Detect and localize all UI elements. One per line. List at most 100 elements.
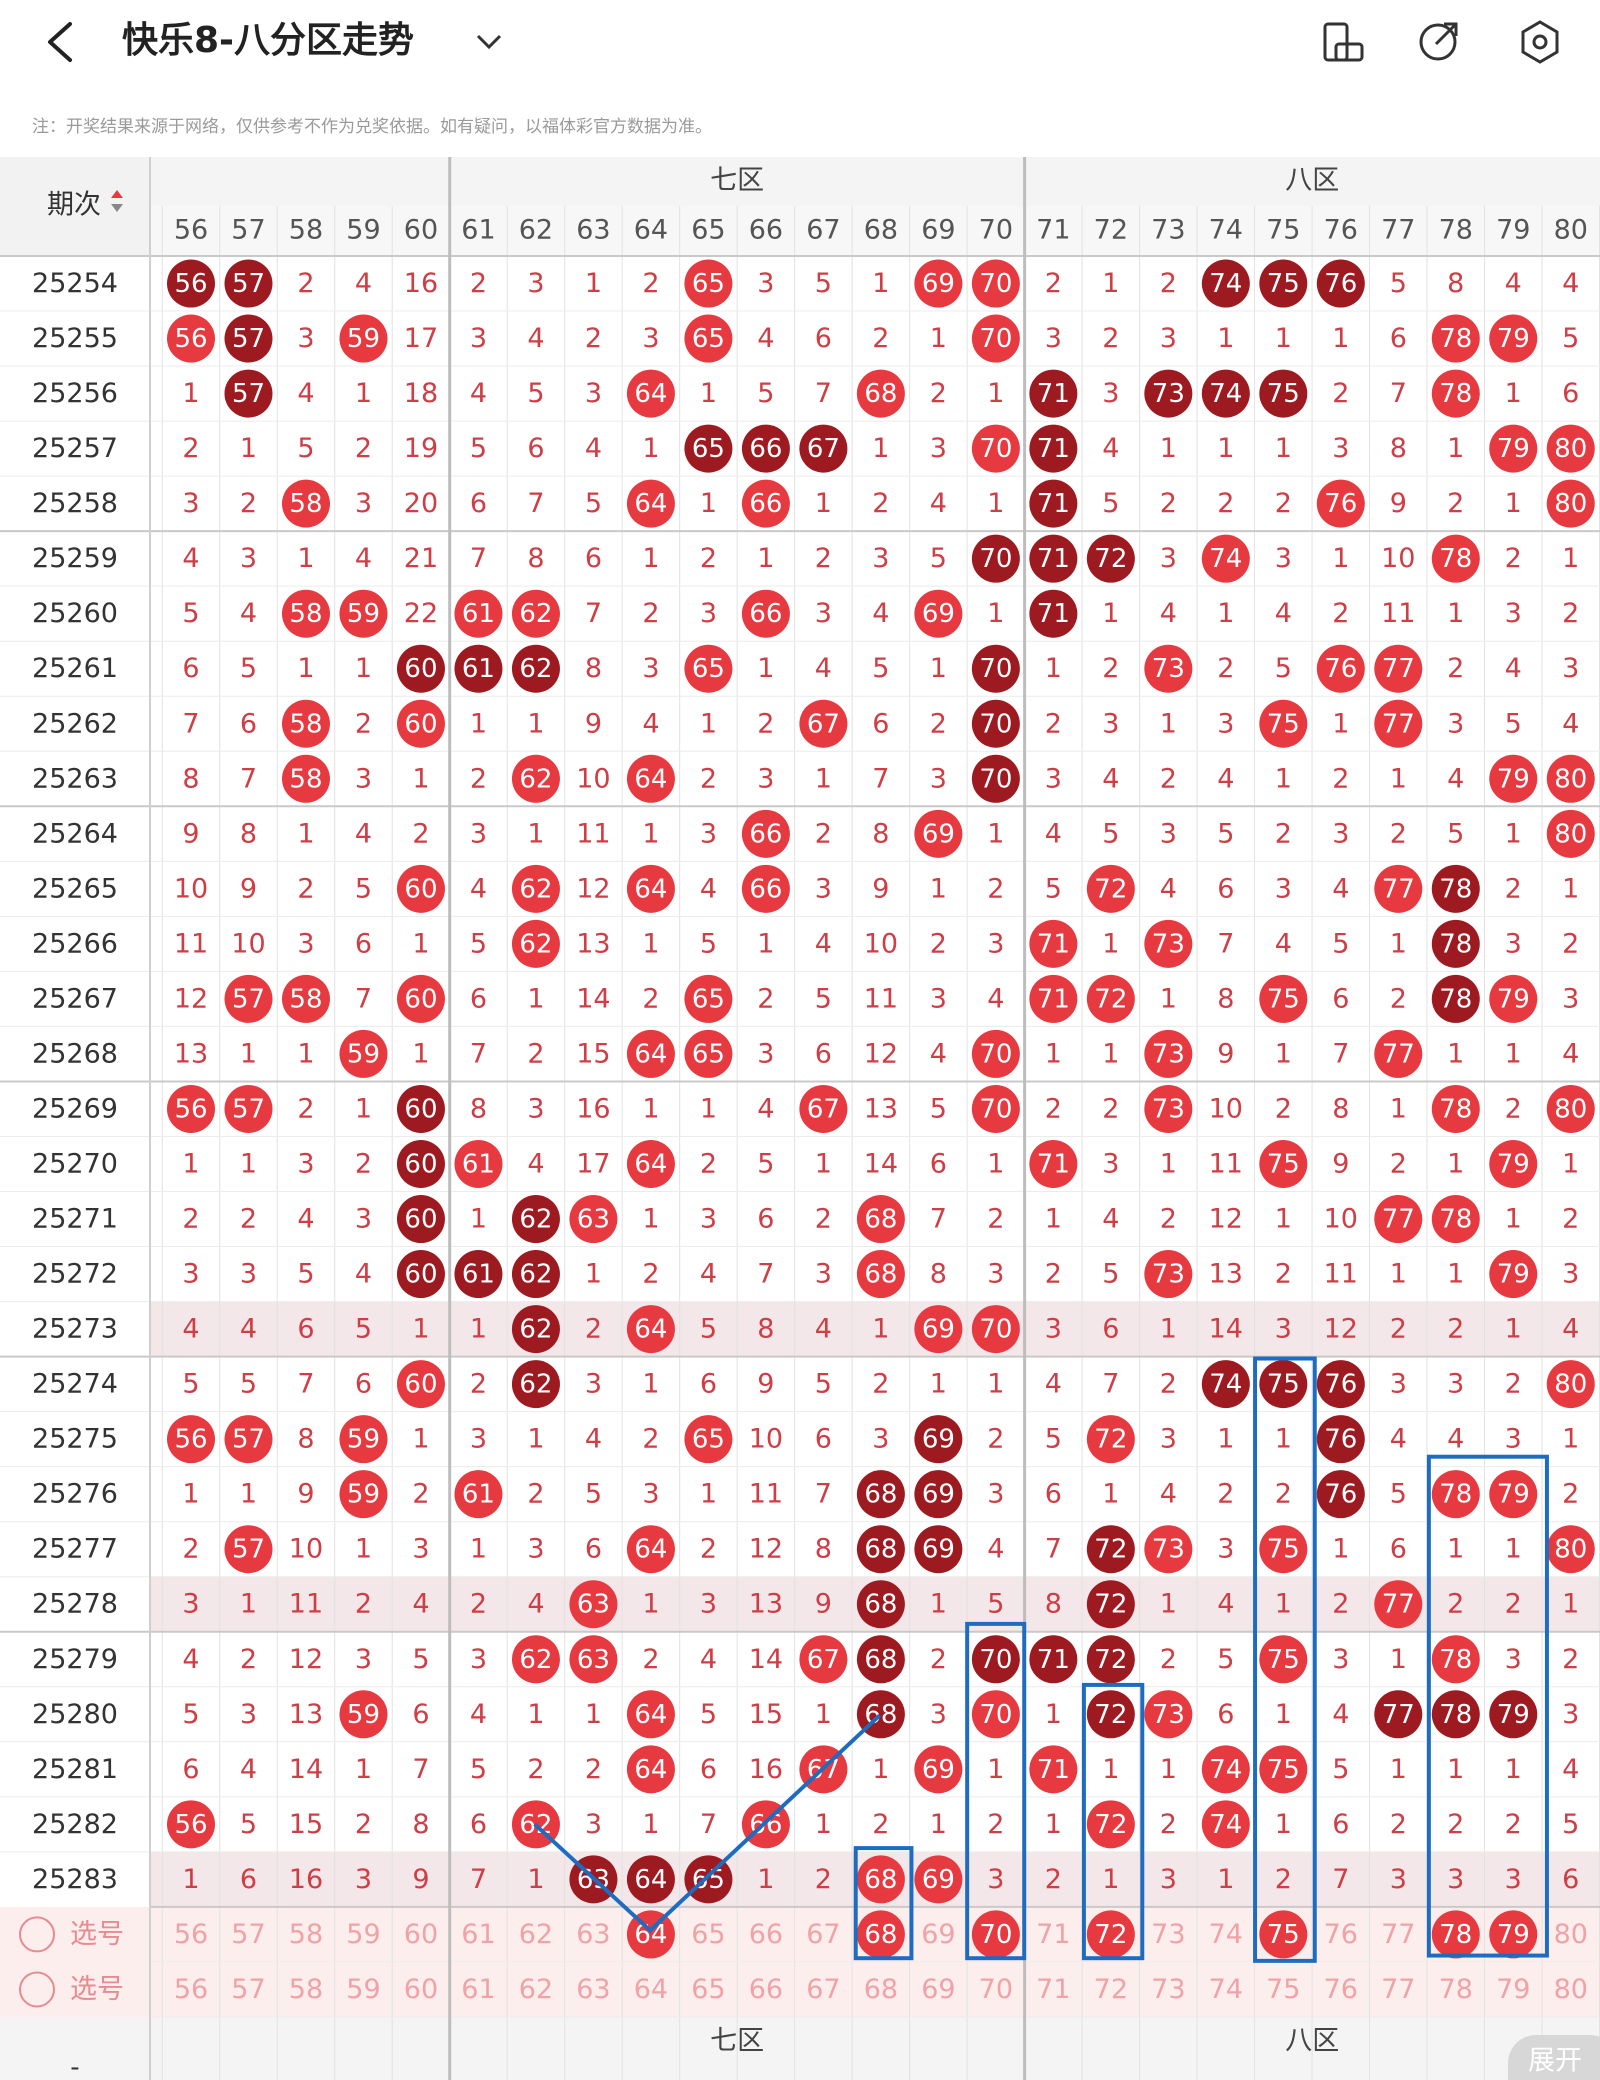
hit-number: 75 [1267, 1920, 1300, 1950]
ball-light [741, 479, 790, 528]
ball-light [684, 1415, 733, 1464]
miss-count: 6 [470, 1809, 487, 1840]
miss-count: 4 [240, 598, 257, 629]
hit-number: 61 [462, 654, 495, 684]
miss-count: 3 [642, 1479, 659, 1510]
miss-count: 1 [1275, 323, 1292, 354]
miss-count: 4 [757, 323, 774, 354]
miss-count: 1 [412, 763, 429, 794]
ball-dark [856, 1635, 905, 1684]
ball-dark [511, 644, 560, 693]
miss-count: 4 [412, 1589, 429, 1620]
hit-number: 77 [1382, 1039, 1415, 1069]
miss-count: 6 [240, 708, 257, 739]
miss-count: 3 [1160, 818, 1177, 849]
sort-arrow-up[interactable] [111, 190, 123, 198]
expand-button[interactable]: 展开 [1528, 2046, 1582, 2077]
miss-count: 14 [289, 1754, 323, 1785]
ball-light [224, 1084, 273, 1133]
miss-count: 1 [1562, 873, 1579, 904]
miss-count: 2 [1160, 488, 1177, 519]
settings-icon[interactable] [1521, 20, 1559, 64]
miss-count: 5 [240, 1369, 257, 1400]
miss-count: 5 [355, 1314, 372, 1345]
pick-checkbox[interactable] [19, 1971, 55, 2008]
ball-dark [1259, 1360, 1308, 1409]
miss-count: 4 [1562, 1754, 1579, 1785]
miss-count: 2 [987, 1424, 1004, 1455]
miss-count: 1 [240, 1479, 257, 1510]
miss-count: 10 [1324, 1204, 1358, 1235]
ball-light [626, 864, 675, 913]
hit-number: 61 [462, 599, 495, 629]
ball-dark [1029, 1635, 1078, 1684]
miss-count: 1 [815, 1148, 832, 1179]
miss-count: 7 [700, 1809, 717, 1840]
miss-count: 3 [930, 1699, 947, 1730]
miss-count: 5 [1045, 1424, 1062, 1455]
miss-count: 1 [355, 653, 372, 684]
hit-number: 60 [404, 709, 437, 739]
miss-count: 4 [355, 1259, 372, 1290]
miss-count: 9 [412, 1864, 429, 1895]
collapse-toggle[interactable]: - [70, 2053, 79, 2080]
miss-count: 4 [297, 1204, 314, 1235]
pick-number: 56 [174, 1919, 208, 1950]
ball-light [914, 259, 963, 308]
miss-count: 2 [1160, 268, 1177, 299]
pick-checkbox[interactable] [19, 1916, 55, 1953]
ball-light [454, 1470, 503, 1519]
miss-count: 4 [815, 1314, 832, 1345]
hit-number: 70 [979, 324, 1012, 354]
miss-count: 3 [930, 983, 947, 1014]
issue-number: 25273 [32, 1314, 118, 1345]
miss-count: 12 [864, 1038, 898, 1069]
miss-count: 2 [1562, 928, 1579, 959]
miss-count: 17 [576, 1148, 610, 1179]
title-dropdown[interactable] [476, 34, 502, 50]
ball-light [1316, 479, 1365, 528]
miss-count: 3 [872, 543, 889, 574]
ball-light [511, 919, 560, 968]
ball-light [224, 1415, 273, 1464]
miss-count: 5 [1332, 928, 1349, 959]
hit-number: 60 [404, 874, 437, 904]
miss-count: 6 [1217, 873, 1234, 904]
column-number: 73 [1151, 215, 1185, 246]
pick-number: 69 [921, 1974, 955, 2005]
miss-count: 3 [355, 488, 372, 519]
column-header-band [0, 206, 1600, 256]
miss-count: 1 [1217, 598, 1234, 629]
miss-count: 2 [527, 1479, 544, 1510]
miss-count: 2 [1045, 1864, 1062, 1895]
miss-count: 7 [872, 763, 889, 794]
hit-number: 68 [864, 1205, 897, 1235]
miss-count: 2 [470, 1369, 487, 1400]
back-button[interactable] [48, 22, 72, 62]
hit-number: 66 [749, 434, 782, 464]
hit-number: 67 [807, 434, 840, 464]
hit-number: 78 [1439, 1920, 1472, 1950]
hit-number: 70 [979, 544, 1012, 574]
hit-number: 73 [1152, 1094, 1185, 1124]
miss-count: 1 [987, 1148, 1004, 1179]
sort-arrow-down[interactable] [111, 204, 123, 212]
hit-number: 72 [1094, 1645, 1127, 1675]
miss-count: 3 [1275, 1314, 1292, 1345]
miss-count: 17 [404, 323, 438, 354]
ball-light [569, 1580, 618, 1629]
issue-number: 25282 [32, 1809, 118, 1840]
orientation-icon[interactable] [1323, 22, 1364, 62]
miss-count: 1 [1160, 433, 1177, 464]
miss-count: 3 [1160, 543, 1177, 574]
hit-number: 56 [174, 324, 207, 354]
miss-count: 8 [1045, 1589, 1062, 1620]
miss-count: 3 [1275, 873, 1292, 904]
miss-count: 1 [930, 1369, 947, 1400]
share-icon[interactable] [1419, 22, 1458, 61]
hit-number: 78 [1439, 874, 1472, 904]
expand-button-bg[interactable] [1508, 2035, 1600, 2080]
miss-count: 3 [1390, 1864, 1407, 1895]
miss-count: 4 [527, 1148, 544, 1179]
hit-number: 80 [1554, 434, 1587, 464]
